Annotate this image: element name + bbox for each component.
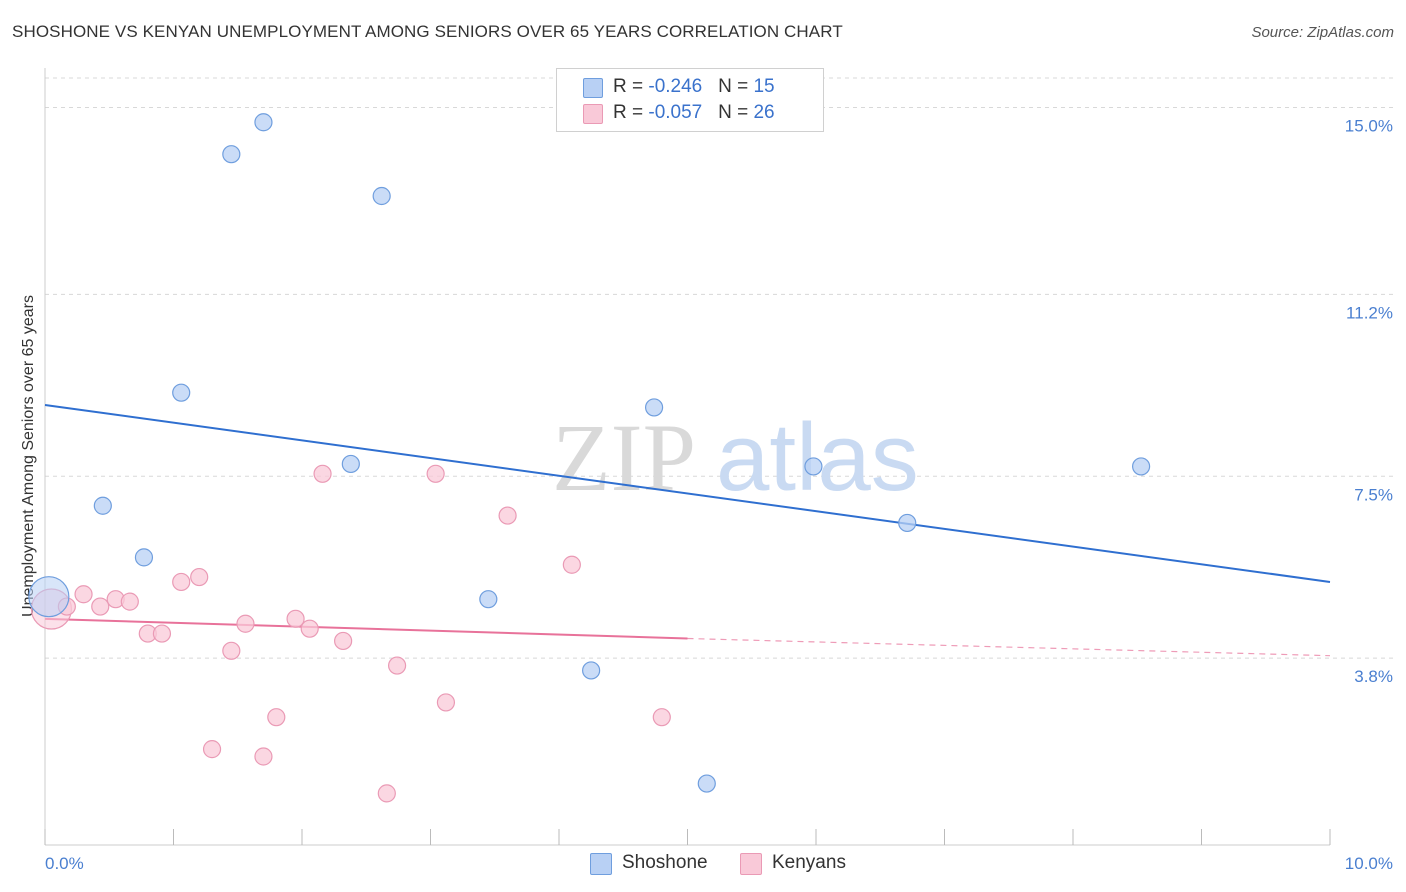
data-point-kenyans (313, 464, 332, 483)
data-point-kenyans (267, 708, 286, 727)
data-point-shoshone (898, 513, 917, 533)
data-point-kenyans (202, 740, 222, 759)
data-point-kenyans (498, 506, 517, 525)
data-point-shoshone (804, 457, 823, 476)
source-credit: Source: ZipAtlas.com (1251, 24, 1394, 41)
y-axis-tick-labels: 3.8% 7.5% 11.2% 15.0% (1345, 117, 1393, 687)
data-point-kenyans (334, 631, 353, 651)
y-tick-label: 11.2% (1346, 303, 1393, 322)
data-point-shoshone (341, 454, 360, 474)
trend-line-kenyans (44, 617, 688, 640)
data-point-shoshone (644, 398, 664, 417)
data-point-shoshone (372, 186, 391, 206)
correlation-legend: R = -0.246 N = 15 R = -0.057 N = 26 (556, 68, 824, 132)
data-point-shoshone (93, 496, 112, 515)
data-point-kenyans (562, 555, 581, 574)
legend-swatch-kenyans (583, 104, 603, 124)
data-point-kenyans (286, 609, 305, 628)
x-tick-label-min: 0.0% (45, 854, 84, 873)
data-point-shoshone (697, 774, 716, 793)
y-tick-label: 7.5% (1354, 485, 1393, 504)
bottom-legend-label-shoshone: Shoshone (622, 852, 708, 873)
data-point-shoshone (134, 548, 154, 567)
bottom-legend-swatch-kenyans (740, 853, 762, 875)
trend-line-kenyans-extrapolated (687, 637, 1331, 657)
data-points (28, 113, 1151, 803)
data-point-kenyans (300, 619, 319, 638)
data-point-kenyans (172, 572, 191, 592)
bottom-legend-label-kenyans: Kenyans (772, 852, 846, 873)
legend-text-shoshone: R = -0.246 N = 15 (613, 76, 775, 97)
legend-text-kenyans: R = -0.057 N = 26 (613, 102, 775, 123)
watermark-zip: ZIP (552, 404, 696, 511)
data-point-kenyans (426, 464, 445, 483)
trend-line-shoshone (44, 403, 1331, 583)
y-tick-label: 3.8% (1354, 667, 1393, 686)
y-axis-label: Unemployment Among Seniors over 65 years (20, 295, 37, 617)
data-point-shoshone (172, 383, 191, 402)
x-tick-label-max: 10.0% (1345, 854, 1393, 873)
data-point-kenyans (190, 567, 209, 587)
watermark-atlas: atlas (716, 404, 919, 511)
trend-lines (44, 403, 1331, 657)
data-point-kenyans (236, 614, 255, 633)
data-point-kenyans (222, 641, 241, 660)
bottom-legend-swatch-shoshone (590, 853, 612, 875)
data-point-kenyans (91, 597, 110, 616)
data-point-kenyans (120, 592, 139, 611)
data-point-kenyans (436, 693, 456, 712)
data-point-kenyans (152, 624, 172, 643)
data-point-shoshone (254, 113, 273, 132)
data-point-kenyans (387, 656, 407, 675)
legend-swatch-shoshone (583, 78, 603, 98)
data-point-kenyans (652, 708, 671, 727)
data-point-shoshone (1132, 457, 1151, 476)
data-point-shoshone (582, 661, 601, 680)
data-point-shoshone (28, 576, 70, 618)
x-axis-ticks (44, 829, 1331, 845)
data-point-kenyans (377, 784, 396, 803)
watermark: ZIP atlas (552, 404, 919, 511)
y-tick-label: 15.0% (1345, 117, 1393, 136)
data-point-shoshone (222, 145, 241, 164)
data-point-kenyans (254, 747, 273, 766)
grid-lines (45, 77, 1393, 659)
chart-title: SHOSHONE VS KENYAN UNEMPLOYMENT AMONG SE… (12, 22, 843, 41)
data-point-kenyans (74, 585, 93, 604)
data-point-shoshone (479, 590, 498, 609)
